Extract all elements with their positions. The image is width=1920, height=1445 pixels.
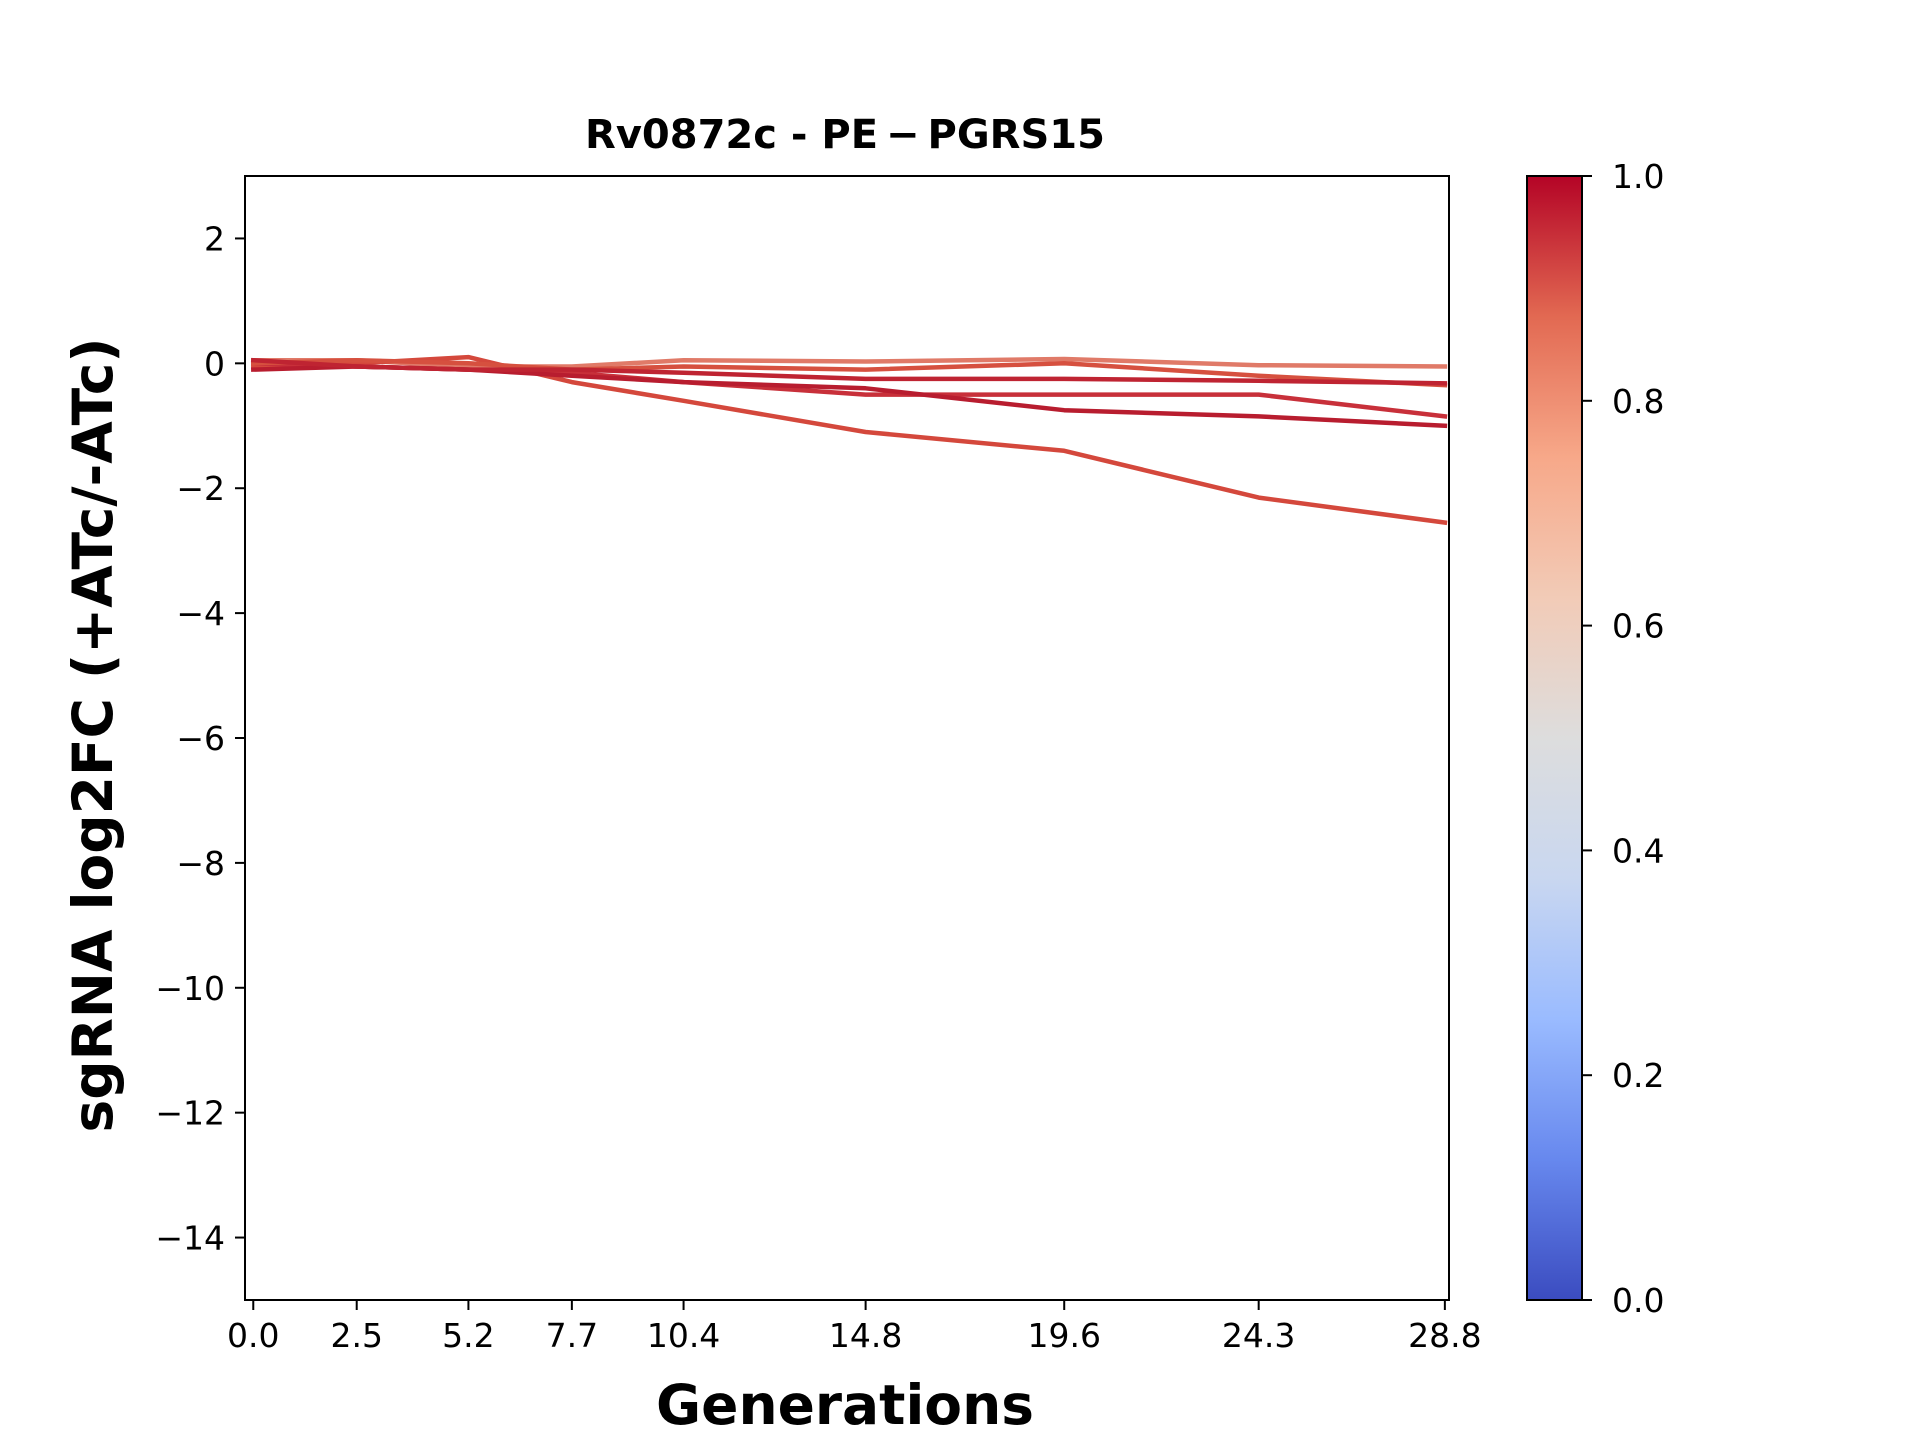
y-tick-label: −4 xyxy=(176,594,225,633)
x-tick-label: 5.2 xyxy=(442,1316,494,1355)
colorbar-tick-label: 0.8 xyxy=(1612,382,1664,421)
colorbar-gradient xyxy=(1526,175,1583,1301)
x-tick-label: 19.6 xyxy=(1027,1316,1100,1355)
x-tick-label: 14.8 xyxy=(829,1316,902,1355)
y-axis-label: sgRNA log2FC (+ATc/-ATc) xyxy=(61,337,125,1132)
y-tick-label: 0 xyxy=(204,344,225,383)
colorbar-tick-label: 0.0 xyxy=(1612,1281,1664,1320)
y-tick-label: −14 xyxy=(155,1219,225,1258)
y-tick-label: −2 xyxy=(176,469,225,508)
x-tick-label: 2.5 xyxy=(330,1316,382,1355)
colorbar-tick-label: 0.2 xyxy=(1612,1056,1664,1095)
x-tick-label: 10.4 xyxy=(647,1316,720,1355)
plot-area: 0.0 2.5 5.2 7.7 10.4 14.8 19.6 24.3 28.8 2 0 −2 −4 −6… xyxy=(155,175,1482,1355)
x-axis-label: Generations xyxy=(656,1373,1034,1437)
y-tick-label: 2 xyxy=(204,219,225,258)
colorbar: 0.0 0.2 0.4 0.6 0.8 1.0 xyxy=(1526,157,1664,1320)
plot-frame xyxy=(244,175,1450,1301)
colorbar-tick-label: 0.6 xyxy=(1612,607,1664,646)
x-tick-label: 0.0 xyxy=(227,1316,279,1355)
x-tick-label: 7.7 xyxy=(546,1316,598,1355)
y-tick-label: −8 xyxy=(176,844,225,883)
series-line-4 xyxy=(250,357,1448,388)
y-tick-label: −6 xyxy=(176,719,225,758)
y-tick-label: −10 xyxy=(155,969,225,1008)
chart-title: Rv0872c - PE − PGRS15 xyxy=(585,112,1105,158)
series-line-6 xyxy=(250,357,1448,386)
y-tick-label: −12 xyxy=(155,1094,225,1133)
x-tick-label: 24.3 xyxy=(1222,1316,1295,1355)
colorbar-tick-label: 0.4 xyxy=(1612,831,1664,870)
x-tick-label: 28.8 xyxy=(1408,1316,1481,1355)
colorbar-tick-label: 1.0 xyxy=(1612,157,1664,196)
